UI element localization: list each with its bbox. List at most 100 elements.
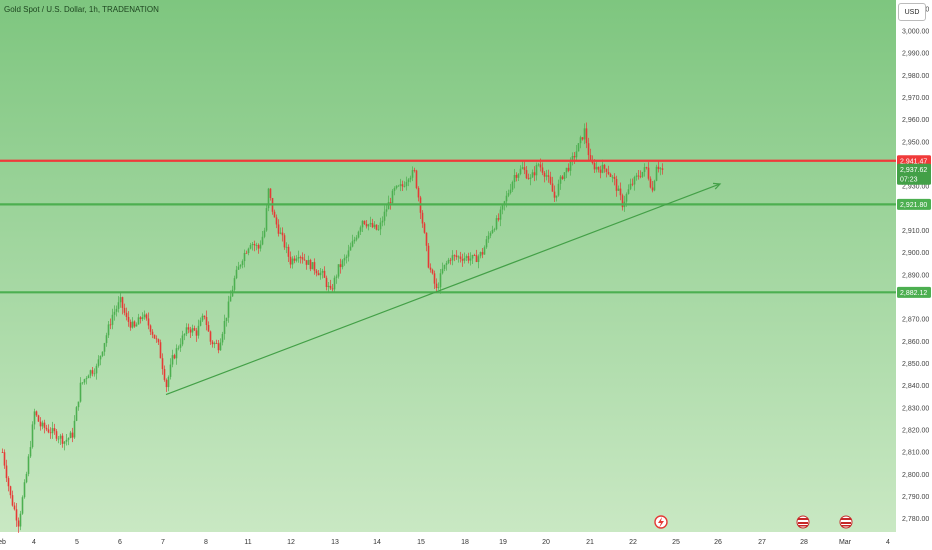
time-tick-label: 20 <box>542 539 550 546</box>
candle-body <box>117 302 120 309</box>
current-price-badge <box>897 163 931 185</box>
price-badges: 2,941.47 2,921.80 2,882.12 2,937.62 07:23 <box>897 155 931 298</box>
plot-background <box>0 0 896 532</box>
candle-body <box>351 241 354 247</box>
currency-button[interactable]: USD <box>898 3 926 21</box>
candle-body <box>203 315 206 318</box>
candle-body <box>561 176 564 179</box>
level-price-badge <box>897 198 931 210</box>
candle-body <box>343 258 346 261</box>
candle-body <box>183 333 186 336</box>
candle-body <box>397 185 400 187</box>
candle-body <box>633 177 636 185</box>
candle-body <box>37 415 40 422</box>
candle-body <box>423 223 426 233</box>
time-axis-background <box>0 532 896 550</box>
candle-body <box>537 164 540 166</box>
candle-body <box>505 195 508 202</box>
candle-body <box>65 439 68 442</box>
candles-group <box>1 122 664 533</box>
candle-body <box>445 263 448 265</box>
candle-body <box>481 252 484 255</box>
candle-body <box>595 166 598 170</box>
candle-body <box>107 324 110 336</box>
candle-body <box>11 495 14 506</box>
candle-body <box>573 155 576 158</box>
us-flag-event-icon[interactable] <box>796 515 810 529</box>
candle-body <box>165 379 168 388</box>
us-flag-event-icon[interactable] <box>839 515 853 529</box>
candle-body <box>199 320 202 326</box>
candle-body <box>87 375 90 379</box>
candle-body <box>259 244 262 249</box>
time-tick-label: eb <box>0 539 6 546</box>
candle-body <box>349 246 352 251</box>
candle-body <box>225 317 228 322</box>
candle-body <box>327 285 330 288</box>
candle-body <box>539 164 542 168</box>
candle-body <box>227 301 230 318</box>
candle-body <box>511 181 514 190</box>
candle-body <box>337 264 340 277</box>
candle-body <box>305 260 308 265</box>
candle-body <box>47 429 50 433</box>
candle-body <box>357 231 360 238</box>
candle-body <box>653 180 656 191</box>
candle-body <box>89 370 92 376</box>
candle-body <box>267 188 270 209</box>
candle-body <box>189 329 192 333</box>
candle-body <box>631 183 634 185</box>
flash-event-icon[interactable] <box>654 515 668 529</box>
candle-body <box>447 259 450 264</box>
level-price-label: 2,921.80 <box>900 202 927 209</box>
candle-body <box>533 172 536 176</box>
candle-body <box>105 335 108 344</box>
candle-body <box>523 167 526 171</box>
candle-body <box>425 232 428 246</box>
candle-body <box>547 175 550 177</box>
candle-body <box>413 170 416 171</box>
candle-body <box>487 235 490 240</box>
candle-body <box>495 218 498 230</box>
trendline[interactable] <box>165 183 721 396</box>
candle-body <box>111 314 114 325</box>
candle-body <box>295 258 298 261</box>
candle-body <box>321 270 324 273</box>
candle-body <box>535 165 538 176</box>
candle-body <box>503 201 506 205</box>
candle-body <box>507 193 510 196</box>
candle-body <box>577 143 580 152</box>
candle-body <box>275 217 278 225</box>
candle-body <box>517 174 520 178</box>
price-tick-label: 2,830.00 <box>902 405 929 412</box>
candle-body <box>143 314 146 318</box>
candle-body <box>287 246 290 257</box>
price-tick-label: 2,970.00 <box>902 95 929 102</box>
candle-body <box>583 128 586 140</box>
candle-body <box>483 247 486 255</box>
price-tick-label: 2,780.00 <box>902 516 929 523</box>
candle-body <box>205 317 208 325</box>
candle-body <box>429 267 432 270</box>
candle-body <box>659 168 662 170</box>
time-tick-label: 5 <box>75 539 79 546</box>
candle-body <box>619 188 622 196</box>
candle-body <box>293 258 296 261</box>
price-tick-label: 2,950.00 <box>902 139 929 146</box>
candle-body <box>149 325 152 332</box>
candle-body <box>579 137 582 144</box>
candle-body <box>587 143 590 156</box>
candle-body <box>375 224 378 230</box>
candle-body <box>635 175 638 178</box>
candle-body <box>467 256 470 261</box>
candle-body <box>173 355 176 359</box>
candle-body <box>187 327 190 330</box>
event-icons <box>654 515 853 529</box>
time-tick-label: 8 <box>204 539 208 546</box>
candle-body <box>35 411 38 416</box>
candle-body <box>25 473 28 483</box>
candle-body <box>77 401 80 408</box>
candle-body <box>345 256 348 259</box>
candle-body <box>159 342 162 359</box>
